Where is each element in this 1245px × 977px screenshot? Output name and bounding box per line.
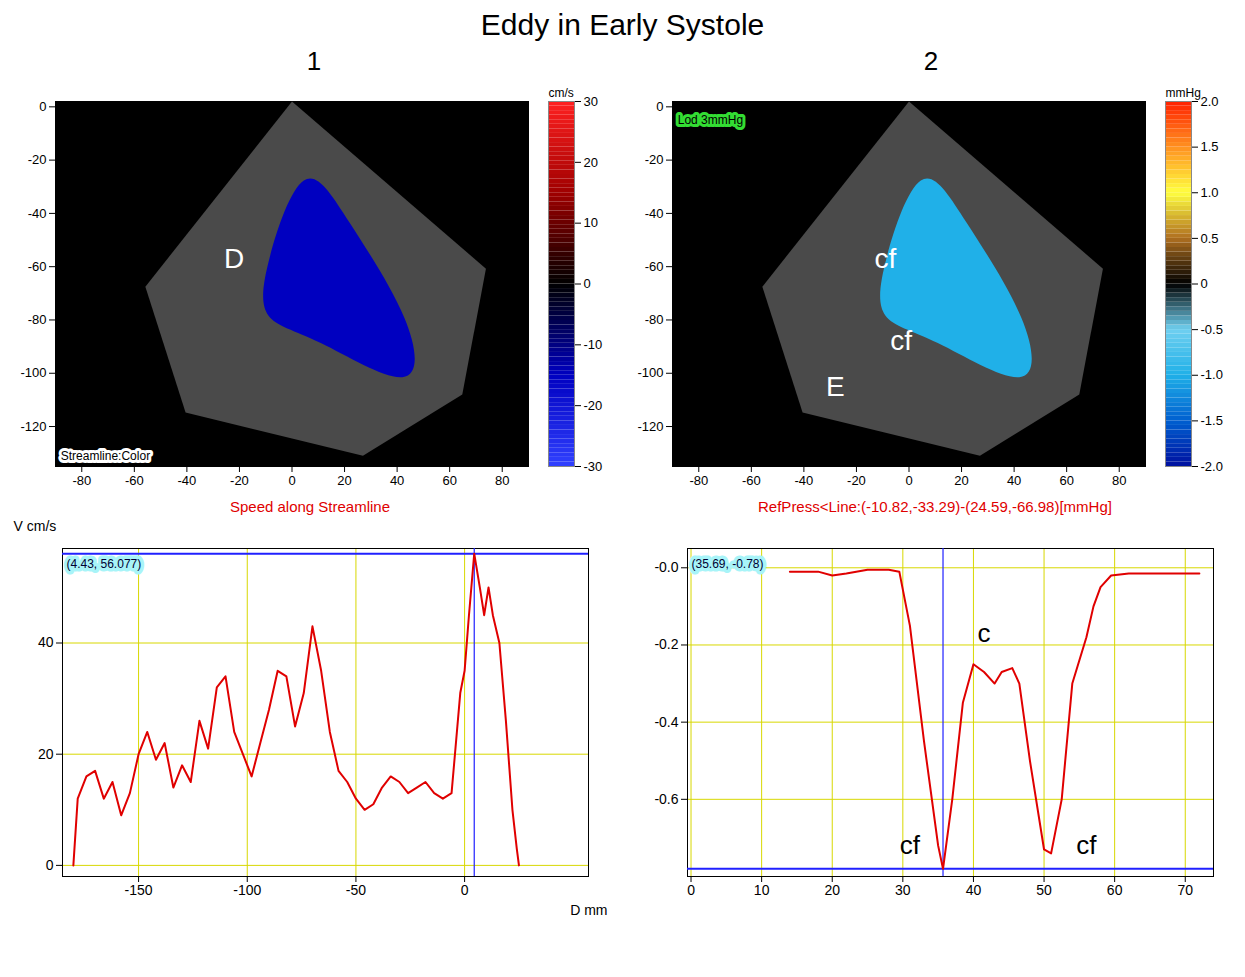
svg-text:60: 60 [1107, 882, 1123, 898]
svg-text:20: 20 [584, 154, 598, 169]
svg-text:20: 20 [337, 473, 351, 488]
svg-text:0: 0 [687, 882, 695, 898]
svg-text:80: 80 [495, 473, 509, 488]
svg-text:-40: -40 [177, 473, 196, 488]
svg-text:-80: -80 [28, 312, 47, 327]
svg-text:20: 20 [954, 473, 968, 488]
svg-text:-60: -60 [125, 473, 144, 488]
svg-text:2.0: 2.0 [1201, 94, 1219, 109]
svg-text:1.5: 1.5 [1201, 139, 1219, 154]
svg-text:E: E [826, 371, 845, 402]
svg-text:-80: -80 [645, 312, 664, 327]
svg-text:-0.4: -0.4 [654, 714, 678, 730]
svg-text:0: 0 [584, 276, 591, 291]
svg-text:-40: -40 [794, 473, 813, 488]
svg-text:80: 80 [1112, 473, 1126, 488]
html-text:Speed along Streamline: Speed along Streamline [229, 498, 390, 515]
svg-text:50: 50 [1036, 882, 1052, 898]
svg-text:-10: -10 [584, 337, 603, 352]
svg-text:0: 0 [905, 473, 912, 488]
svg-text:40: 40 [38, 634, 54, 650]
svg-text:1.0: 1.0 [1201, 185, 1219, 200]
svg-text:20: 20 [824, 882, 840, 898]
svg-text:-80: -80 [689, 473, 708, 488]
svg-text:20: 20 [38, 746, 54, 762]
svg-text:-30: -30 [584, 459, 603, 474]
svg-text:cf: cf [874, 243, 896, 274]
html-text:1: 1 [306, 46, 322, 76]
svg-text:0: 0 [288, 473, 295, 488]
svg-text:-0.6: -0.6 [654, 791, 678, 807]
svg-text:-40: -40 [645, 206, 664, 221]
svg-text:-20: -20 [645, 152, 664, 167]
svg-text:-2.0: -2.0 [1201, 459, 1223, 474]
svg-text:0: 0 [656, 99, 663, 114]
svg-text:D mm: D mm [570, 902, 607, 918]
svg-text:-0.0: -0.0 [654, 559, 678, 575]
svg-text:-20: -20 [847, 473, 866, 488]
svg-text:40: 40 [1007, 473, 1021, 488]
html-text:2: 2 [923, 46, 939, 76]
svg-text:10: 10 [754, 882, 770, 898]
svg-text:-120: -120 [637, 419, 663, 434]
svg-text:0.5: 0.5 [1201, 231, 1219, 246]
svg-text:Streamline:Color: Streamline:Color [61, 449, 150, 463]
svg-text:mmHg: mmHg [1166, 86, 1201, 100]
svg-text:0: 0 [461, 882, 469, 898]
svg-text:0: 0 [46, 857, 54, 873]
svg-text:0: 0 [1201, 276, 1208, 291]
svg-text:V cm/s: V cm/s [14, 518, 57, 534]
svg-text:(4.43, 56.077): (4.43, 56.077) [67, 557, 142, 571]
svg-text:-1.0: -1.0 [1201, 367, 1223, 382]
svg-text:40: 40 [966, 882, 982, 898]
svg-text:(35.69, -0.78): (35.69, -0.78) [692, 557, 764, 571]
svg-text:-1.5: -1.5 [1201, 413, 1223, 428]
svg-text:-100: -100 [20, 365, 46, 380]
svg-text:-0.2: -0.2 [654, 636, 678, 652]
html-text:Eddy in Early Systole: Eddy in Early Systole [480, 8, 765, 41]
svg-text:40: 40 [390, 473, 404, 488]
svg-text:10: 10 [584, 215, 598, 230]
svg-text:D: D [224, 243, 244, 274]
svg-text:cf: cf [1076, 830, 1097, 860]
svg-text:-60: -60 [28, 259, 47, 274]
svg-text:-80: -80 [72, 473, 91, 488]
svg-text:70: 70 [1177, 882, 1193, 898]
svg-text:-40: -40 [28, 206, 47, 221]
svg-text:c: c [978, 618, 991, 648]
svg-text:-20: -20 [584, 398, 603, 413]
svg-text:-50: -50 [346, 882, 366, 898]
svg-text:-20: -20 [28, 152, 47, 167]
svg-text:30: 30 [895, 882, 911, 898]
svg-text:60: 60 [1059, 473, 1073, 488]
svg-text:cm/s: cm/s [549, 86, 574, 100]
html-text:RefPress<Line:(-10.82,-33.29)-: RefPress<Line:(-10.82,-33.29)-(24.59,-66… [758, 498, 1112, 515]
svg-text:-60: -60 [742, 473, 761, 488]
svg-text:-150: -150 [125, 882, 153, 898]
svg-text:30: 30 [584, 94, 598, 109]
svg-text:cf: cf [890, 325, 912, 356]
svg-text:cf: cf [900, 830, 921, 860]
svg-text:Lod 3mmHg: Lod 3mmHg [678, 113, 743, 127]
svg-text:-60: -60 [645, 259, 664, 274]
svg-text:60: 60 [442, 473, 456, 488]
svg-text:-0.5: -0.5 [1201, 322, 1223, 337]
svg-text:-20: -20 [230, 473, 249, 488]
svg-text:-120: -120 [20, 419, 46, 434]
svg-text:0: 0 [39, 99, 46, 114]
svg-text:-100: -100 [637, 365, 663, 380]
svg-text:-100: -100 [233, 882, 261, 898]
